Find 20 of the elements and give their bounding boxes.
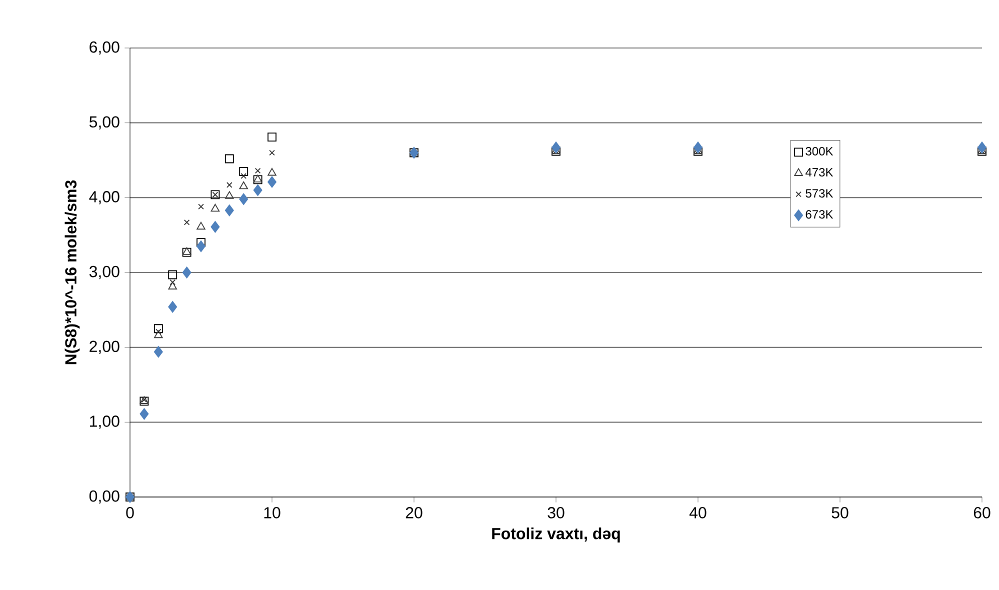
x-tick-label: 50 xyxy=(832,507,848,518)
x-tick-label: 20 xyxy=(406,507,422,518)
x-tick-label: 30 xyxy=(548,507,564,518)
x-axis-title: Fotoliz vaxtı, dəq xyxy=(492,528,620,542)
y-tick-label: 1,00 xyxy=(90,416,120,429)
legend-label: 473K xyxy=(806,168,834,177)
x-tick-label: 60 xyxy=(974,507,990,518)
x-tick-label: 10 xyxy=(264,507,280,518)
y-tick-label: 0,00 xyxy=(89,490,120,504)
legend-label: 673K xyxy=(806,210,834,219)
x-tick-label: 0 xyxy=(126,507,134,518)
y-tick-label: 3,00 xyxy=(89,266,120,280)
legend-label: 573K xyxy=(806,189,834,198)
y-tick-label: 4,00 xyxy=(89,191,120,204)
y-tick-label: 5,00 xyxy=(89,116,120,130)
y-tick-label: 6,00 xyxy=(90,41,120,55)
y-tick-label: 2,00 xyxy=(90,340,120,354)
y-axis-title: N(S8)*10^-16 molek/sm3 xyxy=(64,180,80,364)
x-tick-label: 40 xyxy=(689,507,706,518)
legend-label: 300K xyxy=(806,146,834,156)
